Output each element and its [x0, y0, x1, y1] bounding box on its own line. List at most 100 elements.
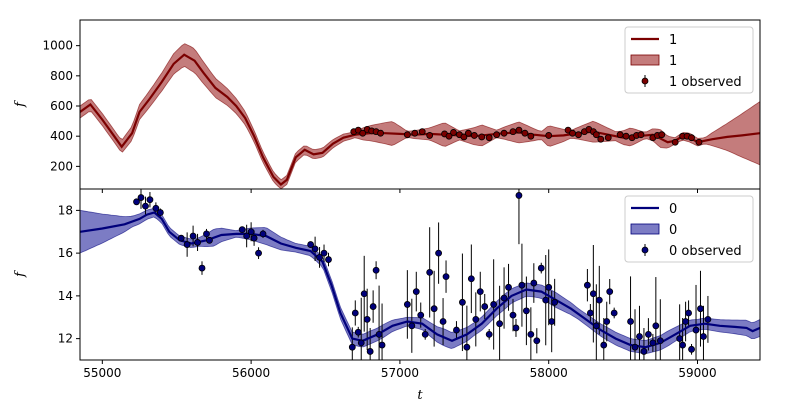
observed-point: [369, 303, 377, 310]
x-tick-label: 58000: [530, 366, 568, 380]
top-panel: 200 400 600 800 1000 f 1 1 1 observed: [13, 19, 761, 193]
observed-point: [692, 326, 700, 334]
observed-point: [631, 343, 639, 351]
observed-point: [533, 337, 541, 345]
observed-point: [604, 134, 612, 142]
observed-point: [671, 138, 679, 146]
legend-point-swatch: [641, 77, 649, 85]
observed-point: [493, 131, 501, 139]
legend-band-swatch: [630, 54, 660, 66]
observed-point: [183, 241, 191, 248]
observed-point: [700, 333, 707, 340]
y-axis-label: f: [13, 270, 28, 278]
observed-point: [450, 129, 457, 136]
observed-point: [439, 318, 447, 325]
observed-point: [243, 232, 251, 240]
observed-point: [695, 138, 703, 146]
observed-point: [156, 209, 164, 216]
plot-area: [80, 43, 760, 189]
observed-point: [408, 322, 416, 330]
y-tick-label: 14: [58, 289, 73, 303]
observed-point: [146, 196, 154, 204]
observed-point: [509, 311, 517, 319]
legend-label: 0: [669, 202, 677, 217]
legend-frame: [624, 195, 754, 263]
observed-point: [542, 296, 550, 304]
observed-point: [189, 232, 197, 240]
observed-point: [685, 309, 692, 317]
observed-point: [649, 339, 657, 347]
observed-point: [403, 301, 411, 308]
y-axis-label: f: [13, 100, 28, 108]
legend: 0 0 0 observed: [624, 195, 754, 263]
observed-point: [592, 322, 600, 330]
legend: 1 1 1 observed: [624, 26, 754, 94]
observed-point: [478, 133, 486, 141]
observed-point: [360, 290, 368, 298]
observed-point: [476, 288, 484, 296]
observed-point: [656, 337, 664, 345]
observed-point: [645, 330, 652, 338]
plot-area: [80, 189, 760, 360]
legend-label: 1: [669, 33, 677, 48]
y-tick-label: 1000: [42, 39, 73, 53]
observed-point: [247, 228, 255, 236]
observed-point: [537, 264, 545, 272]
observed-point: [320, 249, 328, 257]
observed-point: [515, 126, 523, 134]
axes-frame: [79, 188, 761, 361]
observed-point: [250, 234, 258, 242]
observed-point: [363, 315, 371, 323]
observed-point: [512, 324, 520, 332]
observed-point: [658, 131, 666, 139]
legend-label: 0 observed: [669, 244, 742, 259]
y-tick-label: 16: [58, 246, 73, 260]
observed-point: [652, 322, 660, 330]
observed-point: [435, 249, 442, 257]
observed-point: [467, 275, 475, 283]
legend-band-swatch: [630, 223, 660, 235]
observed-point: [411, 129, 419, 137]
observed-point: [527, 330, 535, 338]
legend-label: 0: [669, 223, 677, 238]
observed-point: [530, 279, 538, 287]
observed-point: [515, 192, 523, 199]
observed-point: [490, 301, 498, 308]
observed-point: [442, 273, 450, 281]
x-tick-label: 57000: [381, 366, 419, 380]
observed-point: [595, 296, 603, 304]
bottom-panel: 12 14 16 18 55000 56000 57000 58000 59000 f t 0 0 0 o…: [13, 188, 761, 400]
observed-point: [606, 288, 614, 296]
observed-point: [463, 343, 471, 351]
observed-point: [378, 341, 386, 349]
observed-point: [460, 133, 468, 141]
observed-point: [589, 290, 597, 298]
observed-point: [255, 249, 262, 257]
observed-point: [421, 330, 429, 338]
observed-point: [527, 132, 535, 140]
observed-point: [403, 131, 411, 139]
y-tick-label: 600: [50, 99, 73, 113]
observed-point: [518, 281, 526, 289]
observed-point: [325, 256, 332, 263]
observed-point: [152, 204, 160, 212]
observed-point: [688, 134, 695, 142]
observed-point: [551, 298, 559, 306]
observed-point: [636, 333, 643, 340]
observed-point: [569, 129, 576, 137]
observed-point: [377, 129, 384, 137]
y-tick-label: 400: [50, 129, 73, 143]
observed-point: [610, 309, 618, 317]
observed-point: [603, 318, 611, 325]
observed-point: [307, 241, 315, 248]
observed-point: [627, 318, 634, 325]
observed-point: [417, 311, 425, 319]
observed-point: [177, 234, 185, 242]
observed-point: [238, 226, 246, 234]
observed-point: [481, 303, 489, 310]
y-tick-label: 18: [58, 203, 73, 217]
observed-point: [637, 131, 645, 139]
observed-point: [351, 309, 359, 317]
observed-point: [679, 341, 687, 349]
